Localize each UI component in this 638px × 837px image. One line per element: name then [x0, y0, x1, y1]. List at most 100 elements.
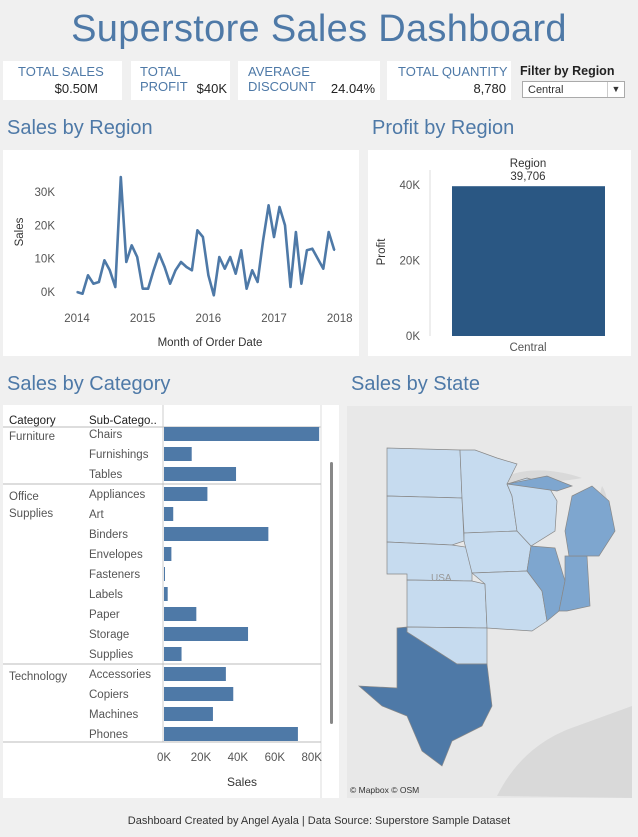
data-point[interactable]: [169, 282, 171, 285]
x-axis-title: Sales: [227, 775, 257, 789]
profit-by-region-chart[interactable]: Region 0K 20K 40K Profit 39,706 Central: [368, 150, 631, 356]
subcategory-label: Art: [89, 509, 105, 521]
sales-by-state-map[interactable]: USA © Mapbox © OSM: [347, 406, 632, 798]
chevron-down-icon[interactable]: ▼: [607, 82, 624, 97]
data-point[interactable]: [152, 269, 155, 272]
data-point[interactable]: [262, 239, 264, 242]
data-point[interactable]: [163, 266, 166, 268]
chart-header-region: Region: [510, 158, 546, 170]
data-point[interactable]: [147, 287, 149, 290]
data-point[interactable]: [185, 266, 188, 268]
data-point[interactable]: [229, 256, 231, 258]
sales-by-region-chart[interactable]: 0K 10K 20K 30K 2014 2015 2016 2017 2018 Month of …: [3, 150, 359, 356]
data-point[interactable]: [306, 249, 308, 252]
profit-bar[interactable]: [452, 186, 605, 336]
state-north-dakota[interactable]: [386, 447, 463, 499]
data-point[interactable]: [278, 206, 281, 208]
sales-bar[interactable]: [164, 667, 226, 681]
sales-bar[interactable]: [164, 447, 192, 461]
subcategory-label: Envelopes: [89, 549, 143, 561]
data-point[interactable]: [295, 231, 297, 233]
x-tick-label: 2017: [261, 313, 287, 325]
sales-bar[interactable]: [164, 687, 234, 701]
data-point[interactable]: [103, 259, 106, 262]
data-point[interactable]: [311, 247, 314, 250]
sales-bar[interactable]: [164, 507, 174, 521]
data-point[interactable]: [125, 261, 128, 263]
state-south-dakota[interactable]: [386, 495, 465, 546]
data-point[interactable]: [174, 269, 177, 272]
data-point[interactable]: [191, 269, 193, 272]
y-tick-label: 0K: [41, 287, 55, 299]
y-axis-title: Sales: [14, 217, 26, 246]
data-point[interactable]: [158, 252, 160, 255]
y-tick-label: 0K: [406, 331, 420, 343]
data-point[interactable]: [76, 291, 78, 293]
data-point[interactable]: [273, 236, 275, 238]
subcategory-label: Binders: [89, 529, 128, 541]
data-point[interactable]: [120, 176, 122, 178]
data-point[interactable]: [333, 249, 336, 252]
scrollbar-thumb[interactable]: [330, 462, 333, 724]
subcategory-label: Machines: [89, 709, 138, 721]
sales-bar[interactable]: [164, 487, 208, 501]
data-point[interactable]: [300, 282, 303, 285]
data-point[interactable]: [196, 229, 199, 232]
region-filter-dropdown[interactable]: Central ▼: [522, 81, 625, 98]
sales-bar[interactable]: [164, 567, 165, 581]
kpi-value: $0.50M: [54, 81, 98, 96]
sales-bar[interactable]: [164, 647, 182, 661]
sales-bar[interactable]: [164, 547, 172, 561]
state-texas[interactable]: [358, 626, 493, 767]
data-point[interactable]: [180, 261, 182, 263]
x-tick-label: 2016: [196, 313, 222, 325]
data-point[interactable]: [289, 286, 292, 288]
sales-bar[interactable]: [164, 627, 249, 641]
subcategory-label: Tables: [89, 469, 122, 481]
state-illinois[interactable]: [526, 545, 566, 622]
x-tick-label: 2018: [327, 313, 353, 325]
category-label: Furniture: [9, 431, 55, 443]
data-point[interactable]: [81, 292, 84, 295]
state-michigan[interactable]: [564, 485, 616, 557]
data-point[interactable]: [218, 256, 221, 258]
data-point[interactable]: [251, 269, 253, 272]
data-point[interactable]: [87, 274, 89, 277]
sales-bar[interactable]: [164, 467, 237, 481]
state-minnesota[interactable]: [459, 449, 518, 534]
data-point[interactable]: [245, 287, 248, 290]
data-point[interactable]: [284, 224, 286, 227]
sales-bar[interactable]: [164, 587, 168, 601]
data-point[interactable]: [92, 282, 95, 285]
state-kansas[interactable]: [406, 579, 488, 629]
sales-bar[interactable]: [164, 527, 269, 541]
data-point[interactable]: [109, 269, 111, 272]
sales-bar[interactable]: [164, 727, 298, 741]
sales-bar[interactable]: [164, 707, 213, 721]
data-point[interactable]: [224, 267, 226, 270]
state-map-svg: USA © Mapbox © OSM: [347, 406, 632, 798]
state-iowa[interactable]: [463, 530, 532, 574]
sales-bar[interactable]: [164, 607, 197, 621]
data-point[interactable]: [98, 281, 100, 283]
data-point[interactable]: [130, 244, 133, 247]
data-point[interactable]: [327, 231, 330, 233]
data-point[interactable]: [114, 286, 117, 288]
kpi-value: 8,780: [473, 81, 506, 96]
data-point[interactable]: [202, 236, 204, 238]
data-point[interactable]: [267, 204, 270, 207]
sales-bar[interactable]: [164, 427, 320, 441]
data-point[interactable]: [240, 249, 242, 252]
data-point[interactable]: [234, 272, 237, 275]
data-point[interactable]: [207, 274, 210, 277]
data-point[interactable]: [317, 257, 319, 260]
data-point[interactable]: [141, 287, 144, 290]
data-point[interactable]: [322, 267, 325, 270]
sales-by-category-chart[interactable]: Category Sub-Catego.. Furniture Chairs Furni…: [3, 405, 339, 798]
kpi-card-total-quantity: TOTAL QUANTITY 8,780: [387, 61, 511, 100]
data-point[interactable]: [213, 294, 215, 297]
data-point[interactable]: [256, 281, 259, 283]
data-point[interactable]: [136, 256, 138, 258]
state-michigan-upper[interactable]: [506, 475, 574, 492]
sales-line[interactable]: [76, 175, 336, 297]
